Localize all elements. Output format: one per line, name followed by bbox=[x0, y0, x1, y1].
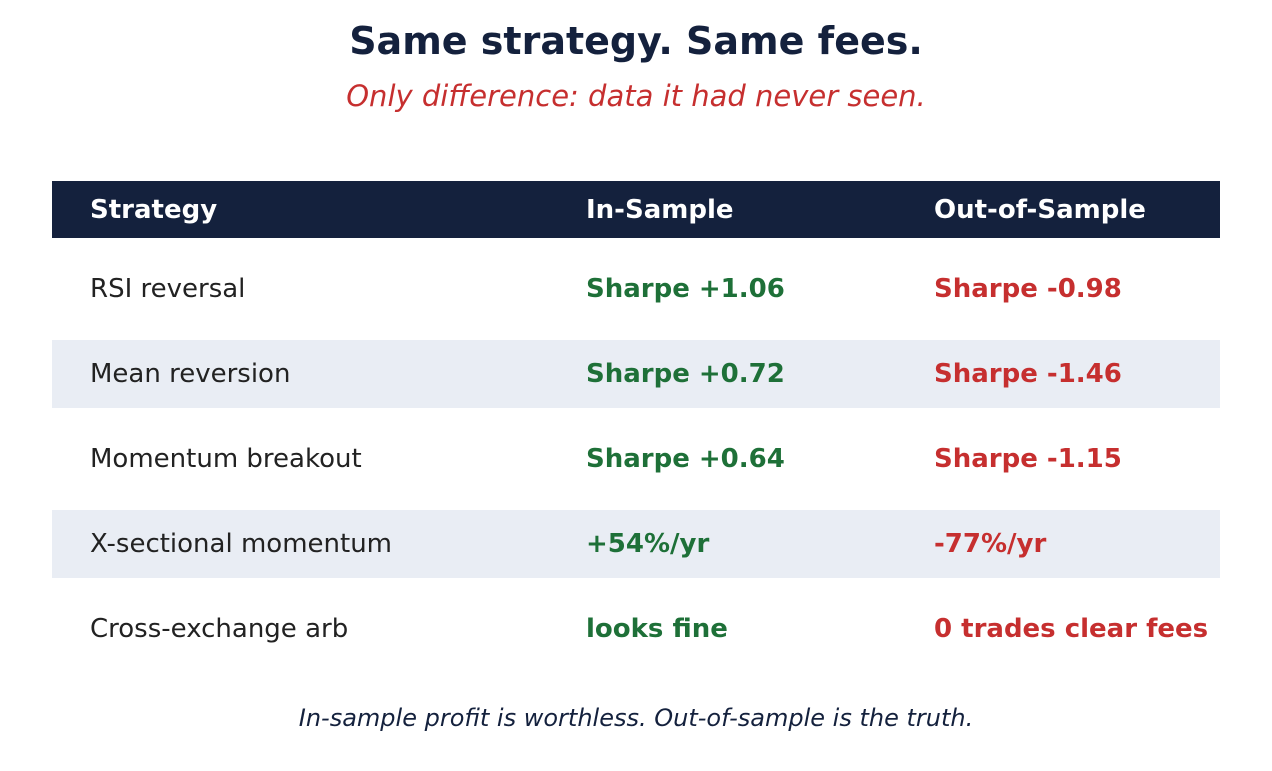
table-row: X-sectional momentum +54%/yr -77%/yr bbox=[52, 510, 1220, 578]
page-title: Same strategy. Same fees. bbox=[349, 19, 923, 63]
out-of-sample-cell: 0 trades clear fees bbox=[934, 614, 1209, 644]
footer-caption: In-sample profit is worthless. Out-of-sa… bbox=[298, 704, 974, 732]
table-row: Momentum breakout Sharpe +0.64 Sharpe -1… bbox=[52, 425, 1220, 493]
table-row: Cross-exchange arb looks fine 0 trades c… bbox=[52, 595, 1220, 663]
in-sample-cell: Sharpe +0.64 bbox=[586, 444, 785, 474]
strategy-cell: X-sectional momentum bbox=[90, 529, 392, 559]
comparison-table: Strategy In-Sample Out-of-Sample RSI rev… bbox=[52, 181, 1220, 663]
out-of-sample-cell: Sharpe -1.46 bbox=[934, 359, 1122, 389]
strategy-cell: Momentum breakout bbox=[90, 444, 362, 474]
column-header-in-sample: In-Sample bbox=[586, 194, 734, 225]
column-header-strategy: Strategy bbox=[90, 194, 218, 225]
page-subtitle: Only difference: data it had never seen. bbox=[346, 79, 926, 113]
table-row: RSI reversal Sharpe +1.06 Sharpe -0.98 bbox=[52, 255, 1220, 323]
out-of-sample-cell: Sharpe -1.15 bbox=[934, 444, 1122, 474]
in-sample-cell: +54%/yr bbox=[586, 529, 710, 559]
table-row: Mean reversion Sharpe +0.72 Sharpe -1.46 bbox=[52, 340, 1220, 408]
table-header: Strategy In-Sample Out-of-Sample bbox=[52, 181, 1220, 238]
in-sample-cell: Sharpe +1.06 bbox=[586, 274, 785, 304]
column-header-out-of-sample: Out-of-Sample bbox=[934, 194, 1146, 225]
out-of-sample-cell: -77%/yr bbox=[934, 529, 1047, 559]
strategy-cell: Cross-exchange arb bbox=[90, 614, 349, 644]
strategy-cell: RSI reversal bbox=[90, 274, 246, 304]
strategy-cell: Mean reversion bbox=[90, 359, 291, 389]
in-sample-cell: Sharpe +0.72 bbox=[586, 359, 785, 389]
in-sample-cell: looks fine bbox=[586, 614, 728, 644]
out-of-sample-cell: Sharpe -0.98 bbox=[934, 274, 1122, 304]
